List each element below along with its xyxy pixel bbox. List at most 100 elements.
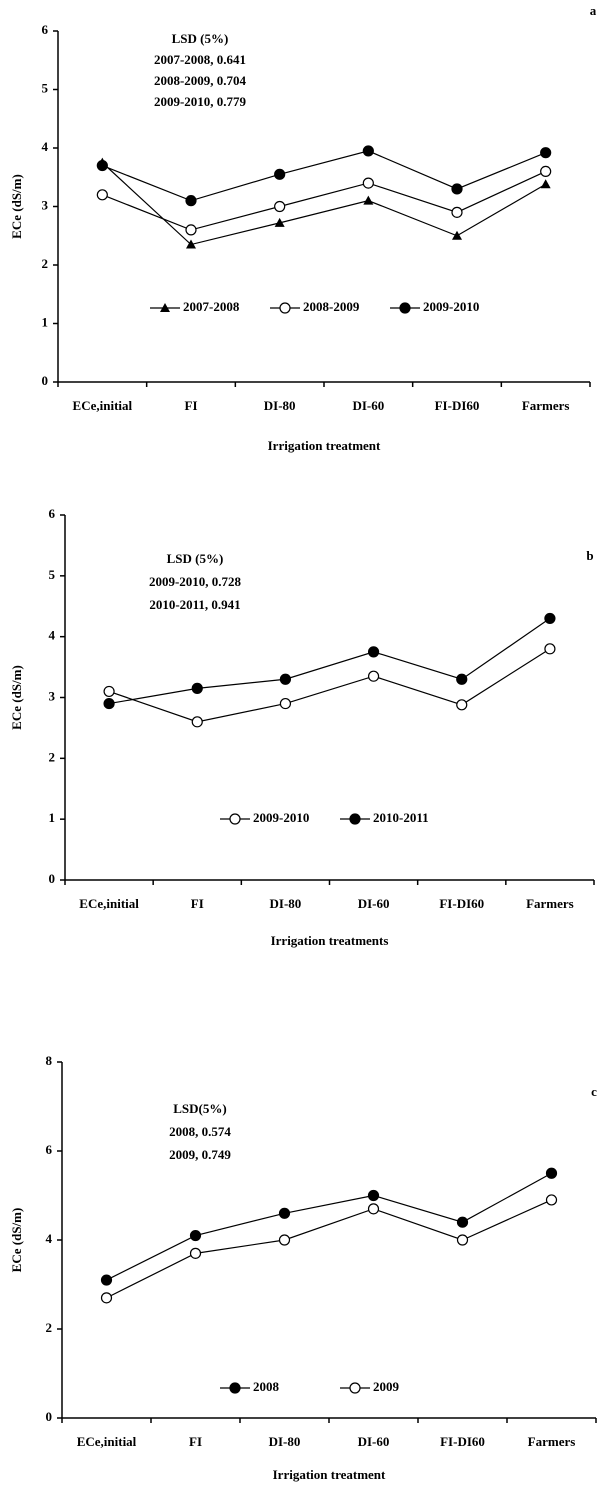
x-tick-label: DI-60 — [358, 896, 390, 911]
annotation: 2009, 0.749 — [169, 1147, 231, 1162]
marker — [367, 1189, 380, 1202]
marker — [278, 1207, 291, 1219]
y-tick-label: 4 — [49, 628, 56, 643]
annotation: 2008-2009, 0.704 — [154, 73, 247, 88]
y-tick-label: 5 — [42, 80, 49, 95]
marker — [274, 217, 285, 227]
marker — [367, 670, 380, 682]
x-axis-label: Irrigation treatment — [268, 438, 381, 453]
legend-label: 2009-2010 — [253, 810, 309, 825]
y-tick-label: 1 — [42, 314, 49, 329]
marker — [186, 239, 196, 249]
corner-label: a — [590, 3, 597, 18]
y-tick-label: 3 — [49, 688, 56, 703]
marker — [540, 179, 551, 189]
y-tick-label: 1 — [49, 810, 56, 825]
corner-label: c — [591, 1084, 597, 1099]
marker — [96, 159, 108, 172]
x-tick-label: DI-80 — [269, 1434, 301, 1449]
y-axis-label: ECe (dS/m) — [9, 665, 24, 730]
marker — [540, 147, 552, 159]
series-line — [106, 1172, 552, 1281]
series-line — [108, 648, 551, 723]
marker — [456, 673, 468, 685]
legend-marker — [279, 302, 291, 314]
x-tick-label: FI — [185, 398, 198, 413]
marker — [544, 612, 556, 625]
marker — [451, 206, 463, 218]
marker — [456, 1216, 469, 1228]
marker — [185, 224, 197, 236]
x-tick-label: ECe,initial — [77, 1434, 137, 1449]
legend-label: 2010-2011 — [373, 810, 429, 825]
x-tick-label: FI-DI60 — [435, 398, 480, 413]
annotation: 2008, 0.574 — [169, 1124, 231, 1139]
legend-label: 2008-2009 — [303, 299, 360, 314]
marker — [545, 1194, 558, 1206]
annotation: 2010-2011, 0.941 — [149, 597, 240, 612]
y-tick-label: 6 — [49, 506, 56, 521]
x-tick-label: Farmers — [526, 896, 574, 911]
x-axis-label: Irrigation treatments — [271, 933, 389, 948]
marker — [274, 200, 286, 213]
y-tick-label: 2 — [49, 749, 56, 764]
marker — [191, 682, 203, 694]
legend-marker — [229, 813, 241, 825]
y-tick-label: 8 — [46, 1053, 53, 1068]
series-line — [106, 1199, 552, 1299]
y-tick-label: 6 — [42, 22, 49, 37]
marker — [363, 195, 374, 205]
y-tick-label: 4 — [46, 1231, 53, 1246]
marker — [452, 230, 462, 240]
marker — [362, 145, 374, 157]
y-tick-label: 4 — [42, 139, 49, 154]
corner-label: b — [586, 548, 593, 563]
x-tick-label: DI-60 — [358, 1434, 390, 1449]
annotation: LSD(5%) — [173, 1101, 226, 1116]
x-tick-label: Farmers — [528, 1434, 576, 1449]
annotation: LSD (5%) — [167, 551, 224, 566]
legend-marker — [349, 1382, 361, 1394]
y-axis-label: ECe (dS/m) — [9, 1208, 24, 1273]
marker — [189, 1247, 202, 1259]
y-tick-label: 2 — [42, 256, 49, 271]
marker — [279, 697, 292, 710]
x-tick-label: FI — [191, 896, 204, 911]
legend-marker — [349, 813, 361, 825]
x-tick-label: DI-80 — [264, 398, 296, 413]
marker — [540, 165, 552, 177]
marker — [191, 716, 203, 728]
marker — [100, 1274, 113, 1286]
y-axis-label: ECe (dS/m) — [9, 174, 24, 239]
x-tick-label: ECe,initial — [73, 398, 133, 413]
marker — [274, 168, 286, 180]
annotation: 2007-2008, 0.641 — [154, 52, 246, 67]
legend-label: 2009-2010 — [423, 299, 479, 314]
marker — [367, 646, 380, 658]
x-tick-label: FI-DI60 — [440, 1434, 485, 1449]
marker — [189, 1229, 202, 1242]
annotation: LSD (5%) — [172, 31, 229, 46]
marker — [185, 195, 197, 207]
marker — [367, 1203, 380, 1215]
marker — [103, 697, 115, 710]
marker — [362, 177, 374, 189]
x-tick-label: FI-DI60 — [439, 896, 484, 911]
marker — [451, 183, 463, 195]
marker — [100, 1292, 113, 1304]
y-tick-label: 6 — [46, 1142, 53, 1157]
x-tick-label: Farmers — [522, 398, 570, 413]
legend-marker — [160, 303, 170, 312]
series-line — [102, 170, 546, 231]
y-tick-label: 2 — [46, 1320, 53, 1335]
marker — [544, 643, 556, 655]
y-tick-label: 3 — [42, 197, 49, 212]
x-tick-label: ECe,initial — [79, 896, 139, 911]
annotation: 2009-2010, 0.728 — [149, 574, 242, 589]
y-tick-label: 5 — [49, 567, 56, 582]
marker — [279, 673, 292, 685]
x-tick-label: DI-80 — [270, 896, 302, 911]
legend-label: 2007-2008 — [183, 299, 240, 314]
x-axis-label: Irrigation treatment — [273, 1467, 386, 1482]
